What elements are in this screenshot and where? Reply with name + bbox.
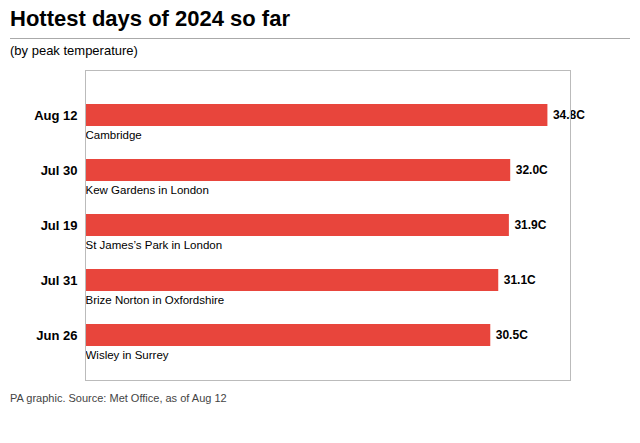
html-text:(by peak temperature): (by peak temperature): [10, 43, 138, 58]
svg-text:Jul 19: Jul 19: [41, 218, 78, 233]
svg-text:Wisley in Surrey: Wisley in Surrey: [86, 349, 169, 361]
svg-text:Jul 30: Jul 30: [41, 163, 78, 178]
svg-text:Cambridge: Cambridge: [86, 129, 142, 141]
svg-text:Kew Gardens in London: Kew Gardens in London: [86, 184, 209, 196]
svg-text:30.5C: 30.5C: [496, 328, 528, 342]
svg-text:31.9C: 31.9C: [514, 218, 546, 232]
svg-text:32.0C: 32.0C: [516, 163, 548, 177]
svg-text:Jun 26: Jun 26: [36, 328, 77, 343]
html-text:PA graphic. Source: Met Office: PA graphic. Source: Met Office, as of Au…: [10, 392, 227, 404]
svg-text:Aug 12: Aug 12: [34, 108, 77, 123]
svg-text:31.1C: 31.1C: [504, 273, 536, 287]
html-text:Hottest days of 2024 so far: Hottest days of 2024 so far: [10, 6, 290, 31]
svg-text:Jul 31: Jul 31: [41, 273, 78, 288]
svg-text:St James’s Park in London: St James’s Park in London: [86, 239, 223, 251]
svg-text:34.8C: 34.8C: [553, 108, 585, 122]
svg-text:Brize Norton in Oxfordshire: Brize Norton in Oxfordshire: [86, 294, 225, 306]
